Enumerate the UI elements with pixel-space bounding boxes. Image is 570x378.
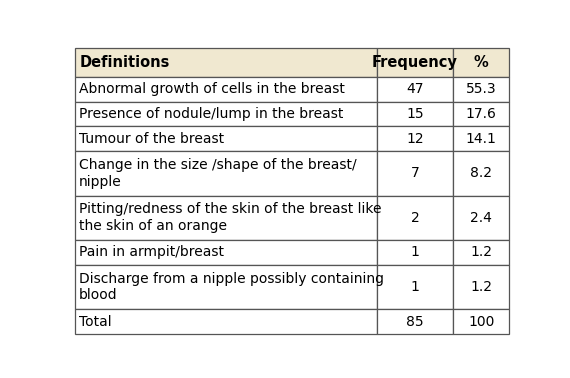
Bar [453, 102, 510, 127]
Text: Frequency: Frequency [372, 55, 458, 70]
Bar [377, 196, 453, 240]
Text: Definitions: Definitions [79, 55, 170, 70]
Bar [453, 265, 510, 309]
Bar [453, 127, 510, 151]
Bar [75, 309, 377, 334]
Bar [453, 309, 510, 334]
Text: Discharge from a nipple possibly containing
blood: Discharge from a nipple possibly contain… [79, 272, 384, 302]
Text: %: % [474, 55, 488, 70]
Bar [377, 127, 453, 151]
Text: Tumour of the breast: Tumour of the breast [79, 132, 225, 146]
Bar [377, 151, 453, 196]
Text: Change in the size /shape of the breast/
nipple: Change in the size /shape of the breast/… [79, 158, 357, 189]
Bar [75, 48, 377, 77]
Text: 2.4: 2.4 [470, 211, 492, 225]
Bar [453, 77, 510, 102]
Bar [75, 240, 377, 265]
Bar [377, 309, 453, 334]
Text: 17.6: 17.6 [466, 107, 496, 121]
Bar [377, 240, 453, 265]
Bar [453, 240, 510, 265]
Text: 1.2: 1.2 [470, 245, 492, 259]
Bar [377, 102, 453, 127]
Text: 15: 15 [406, 107, 424, 121]
Text: 14.1: 14.1 [466, 132, 496, 146]
Bar [453, 151, 510, 196]
Bar [377, 48, 453, 77]
Bar [377, 265, 453, 309]
Text: Total: Total [79, 314, 112, 328]
Text: 12: 12 [406, 132, 424, 146]
Bar [453, 196, 510, 240]
Text: 8.2: 8.2 [470, 166, 492, 181]
Text: Pain in armpit/breast: Pain in armpit/breast [79, 245, 224, 259]
Text: 1: 1 [410, 280, 420, 294]
Text: 7: 7 [410, 166, 420, 181]
Bar [75, 265, 377, 309]
Bar [75, 196, 377, 240]
Text: Presence of nodule/lump in the breast: Presence of nodule/lump in the breast [79, 107, 344, 121]
Bar [453, 48, 510, 77]
Text: 47: 47 [406, 82, 424, 96]
Bar [75, 102, 377, 127]
Bar [377, 77, 453, 102]
Text: Abnormal growth of cells in the breast: Abnormal growth of cells in the breast [79, 82, 345, 96]
Text: 1.2: 1.2 [470, 280, 492, 294]
Text: Pitting/redness of the skin of the breast like
the skin of an orange: Pitting/redness of the skin of the breas… [79, 203, 382, 233]
Text: 100: 100 [468, 314, 494, 328]
Bar [75, 151, 377, 196]
Bar [75, 77, 377, 102]
Text: 85: 85 [406, 314, 424, 328]
Bar [75, 127, 377, 151]
Text: 2: 2 [410, 211, 420, 225]
Text: 55.3: 55.3 [466, 82, 496, 96]
Text: 1: 1 [410, 245, 420, 259]
